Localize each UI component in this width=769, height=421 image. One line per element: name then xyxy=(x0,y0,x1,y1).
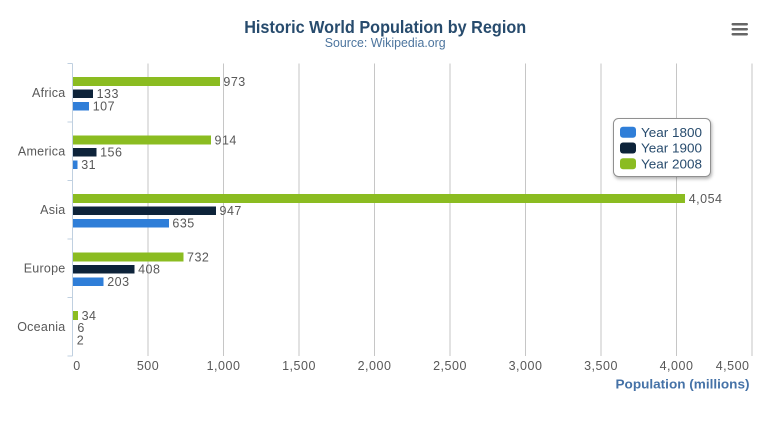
svg-text:Year 2008: Year 2008 xyxy=(641,157,702,171)
svg-text:156: 156 xyxy=(100,146,122,160)
svg-text:4,054: 4,054 xyxy=(689,192,723,206)
svg-text:1,500: 1,500 xyxy=(282,359,316,373)
svg-text:Year 1900: Year 1900 xyxy=(641,142,702,156)
svg-text:34: 34 xyxy=(82,309,97,323)
svg-text:635: 635 xyxy=(172,217,194,231)
svg-text:3,500: 3,500 xyxy=(584,359,618,373)
svg-text:0: 0 xyxy=(73,359,80,373)
svg-text:Population (millions): Population (millions) xyxy=(616,377,750,391)
svg-text:2,000: 2,000 xyxy=(358,359,392,373)
svg-text:1,000: 1,000 xyxy=(207,359,241,373)
svg-text:31: 31 xyxy=(81,158,96,172)
svg-text:947: 947 xyxy=(220,204,242,218)
svg-text:6: 6 xyxy=(77,321,84,335)
svg-text:America: America xyxy=(18,145,66,159)
svg-text:500: 500 xyxy=(137,359,159,373)
svg-text:732: 732 xyxy=(187,250,209,264)
svg-text:4,000: 4,000 xyxy=(660,359,694,373)
svg-text:Africa: Africa xyxy=(32,86,65,100)
svg-text:107: 107 xyxy=(93,100,115,114)
svg-text:408: 408 xyxy=(138,263,160,277)
svg-text:Oceania: Oceania xyxy=(17,320,65,334)
svg-text:Year 1800: Year 1800 xyxy=(641,126,702,140)
svg-text:4,500: 4,500 xyxy=(716,359,750,373)
svg-text:Historic World Population by R: Historic World Population by Region xyxy=(244,17,526,37)
svg-text:973: 973 xyxy=(223,75,245,89)
svg-text:Europe: Europe xyxy=(24,262,66,276)
svg-text:2,500: 2,500 xyxy=(433,359,467,373)
svg-text:133: 133 xyxy=(97,87,119,101)
svg-text:Asia: Asia xyxy=(40,203,65,217)
svg-text:3,000: 3,000 xyxy=(509,359,543,373)
svg-text:2: 2 xyxy=(77,334,84,348)
svg-text:203: 203 xyxy=(107,275,129,289)
svg-text:914: 914 xyxy=(215,133,237,147)
svg-text:Source: Wikipedia.org: Source: Wikipedia.org xyxy=(325,36,446,50)
